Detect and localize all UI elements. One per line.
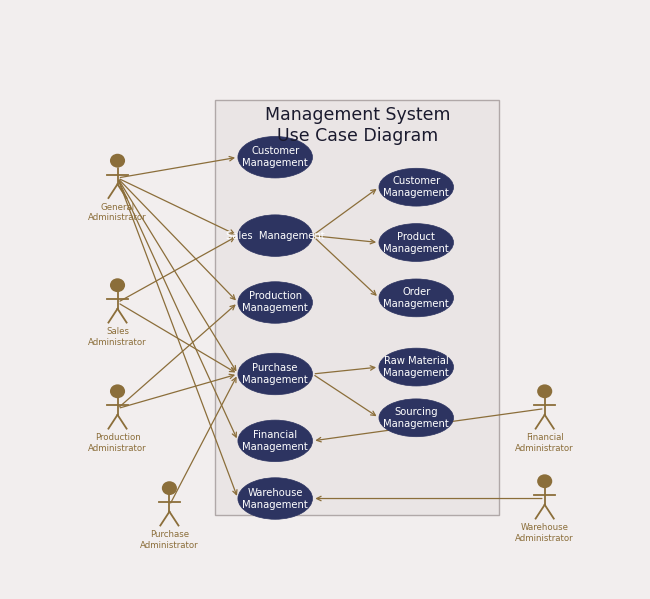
Ellipse shape bbox=[238, 215, 313, 256]
Text: Sales
Administrator: Sales Administrator bbox=[88, 328, 147, 347]
Text: Production
Management: Production Management bbox=[242, 292, 308, 313]
Circle shape bbox=[537, 385, 552, 398]
Text: Customer
Management: Customer Management bbox=[384, 176, 449, 198]
Text: Raw Material
Management: Raw Material Management bbox=[384, 356, 449, 378]
Text: Warehouse
Management: Warehouse Management bbox=[242, 488, 308, 510]
Text: Sales  Management: Sales Management bbox=[226, 231, 324, 241]
Circle shape bbox=[537, 474, 552, 488]
Ellipse shape bbox=[238, 478, 313, 519]
Ellipse shape bbox=[379, 168, 454, 206]
Circle shape bbox=[110, 279, 125, 292]
Text: Financial
Management: Financial Management bbox=[242, 430, 308, 452]
Ellipse shape bbox=[379, 348, 454, 386]
Text: Purchase
Administrator: Purchase Administrator bbox=[140, 530, 199, 550]
Circle shape bbox=[162, 481, 177, 495]
Ellipse shape bbox=[238, 353, 313, 395]
Text: Warehouse
Administrator: Warehouse Administrator bbox=[515, 524, 574, 543]
Ellipse shape bbox=[238, 137, 313, 178]
Circle shape bbox=[110, 385, 125, 398]
Text: Production
Administrator: Production Administrator bbox=[88, 434, 147, 453]
Text: Financial
Administrator: Financial Administrator bbox=[515, 434, 574, 453]
Text: Purchase
Management: Purchase Management bbox=[242, 363, 308, 385]
Circle shape bbox=[110, 154, 125, 168]
FancyBboxPatch shape bbox=[214, 99, 499, 515]
Ellipse shape bbox=[379, 279, 454, 317]
Text: Order
Management: Order Management bbox=[384, 287, 449, 309]
Text: Customer
Management: Customer Management bbox=[242, 146, 308, 168]
Text: Product
Management: Product Management bbox=[384, 232, 449, 253]
Ellipse shape bbox=[379, 399, 454, 437]
Ellipse shape bbox=[379, 223, 454, 261]
Text: General
Administrator: General Administrator bbox=[88, 203, 147, 222]
Text: Management System
Use Case Diagram: Management System Use Case Diagram bbox=[265, 107, 450, 146]
Ellipse shape bbox=[238, 282, 313, 323]
Text: Sourcing
Management: Sourcing Management bbox=[384, 407, 449, 429]
Ellipse shape bbox=[238, 420, 313, 462]
